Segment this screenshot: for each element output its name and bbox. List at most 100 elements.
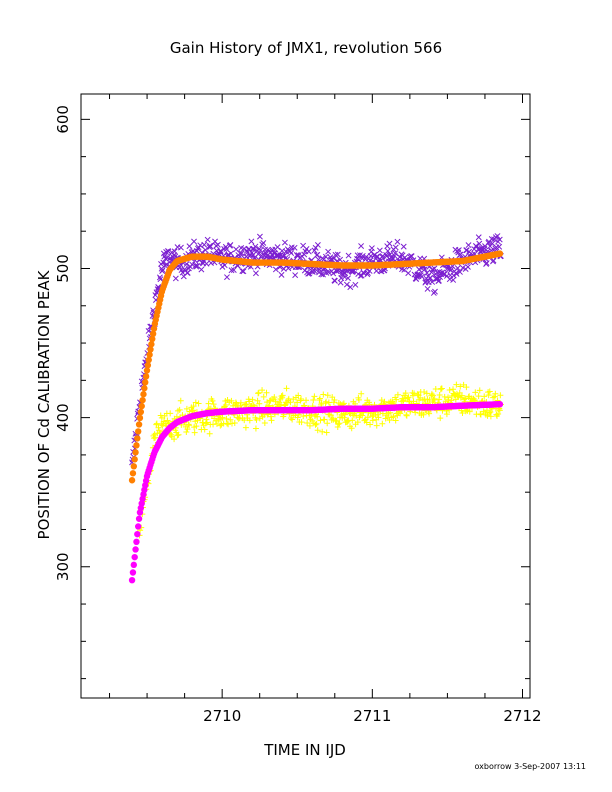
fit-point — [138, 402, 145, 410]
fit-point — [134, 530, 141, 538]
data-point — [483, 260, 490, 267]
data-point — [153, 421, 160, 428]
data-point — [429, 266, 436, 273]
data-point — [191, 238, 197, 245]
data-point — [426, 410, 433, 417]
data-point — [322, 400, 329, 407]
data-point — [443, 411, 450, 418]
data-point — [429, 392, 436, 399]
data-point — [237, 399, 244, 406]
data-point — [176, 406, 183, 413]
fit-point — [132, 546, 139, 553]
data-point — [408, 253, 415, 260]
fit-point — [135, 515, 143, 522]
data-point — [267, 413, 274, 420]
data-point — [301, 251, 308, 258]
data-point — [316, 395, 323, 402]
data-point — [241, 417, 248, 424]
data-point — [260, 393, 267, 400]
data-point — [363, 419, 370, 426]
data-point — [190, 407, 197, 414]
data-point — [256, 233, 263, 240]
data-point — [334, 251, 341, 258]
data-point — [485, 392, 492, 399]
data-point — [405, 394, 412, 401]
data-point — [324, 392, 331, 399]
data-point — [164, 417, 171, 424]
data-point — [477, 411, 484, 418]
data-point — [487, 409, 494, 416]
data-point — [436, 396, 443, 403]
data-point — [344, 418, 351, 425]
data-point — [323, 429, 330, 436]
data-point — [453, 381, 460, 388]
y-tick-label: 500 — [54, 254, 72, 283]
data-point — [429, 278, 436, 285]
data-point — [412, 409, 419, 416]
data-point — [402, 390, 409, 397]
data-point — [203, 419, 210, 426]
data-point — [320, 271, 326, 278]
data-point — [390, 413, 397, 420]
data-point — [171, 248, 178, 255]
plot-frame — [80, 93, 531, 699]
fit-point — [131, 456, 138, 463]
fit-point — [131, 553, 138, 561]
x-tick-label: 2710 — [203, 707, 241, 725]
data-point — [248, 238, 255, 245]
data-point — [314, 241, 321, 248]
fit-point — [142, 373, 150, 380]
fit-point — [149, 335, 156, 343]
fit-point — [130, 561, 138, 569]
data-point — [337, 256, 344, 263]
data-point — [167, 410, 174, 417]
y-tick-label: 300 — [54, 552, 72, 581]
data-point — [379, 410, 386, 417]
data-point — [352, 281, 359, 288]
fit-point — [142, 379, 149, 386]
fit-point — [144, 362, 152, 369]
data-point — [411, 390, 418, 397]
data-point — [313, 420, 320, 427]
data-point — [323, 398, 330, 405]
data-point — [152, 434, 159, 441]
data-point — [405, 270, 412, 277]
data-point — [212, 417, 219, 424]
fit-point — [148, 341, 155, 348]
data-point — [477, 410, 484, 417]
data-point — [459, 410, 466, 417]
data-point — [209, 397, 216, 404]
data-point — [310, 397, 317, 404]
data-point — [428, 391, 435, 398]
data-point — [157, 276, 164, 283]
data-point — [314, 427, 321, 434]
x-axis-label: TIME IN IJD — [263, 741, 346, 759]
data-point — [421, 266, 428, 273]
data-point — [334, 423, 341, 430]
data-point — [384, 248, 391, 254]
data-point — [221, 262, 228, 269]
data-point — [383, 253, 390, 260]
data-point — [198, 266, 205, 273]
data-point — [213, 420, 220, 427]
data-point — [368, 245, 375, 252]
data-point — [252, 270, 259, 277]
data-point — [495, 411, 502, 418]
data-point — [223, 415, 230, 422]
data-point — [259, 387, 266, 394]
data-point — [202, 247, 209, 253]
fit-point — [150, 325, 158, 332]
data-point — [303, 397, 310, 404]
fit-point — [137, 408, 145, 416]
data-point — [298, 419, 305, 426]
data-point — [174, 432, 181, 439]
data-point — [190, 403, 197, 410]
data-point — [311, 393, 318, 400]
data-point — [314, 251, 321, 258]
data-point — [318, 271, 325, 278]
data-point — [343, 281, 350, 288]
data-point — [183, 261, 190, 267]
data-point — [331, 397, 338, 404]
data-point — [207, 243, 214, 250]
